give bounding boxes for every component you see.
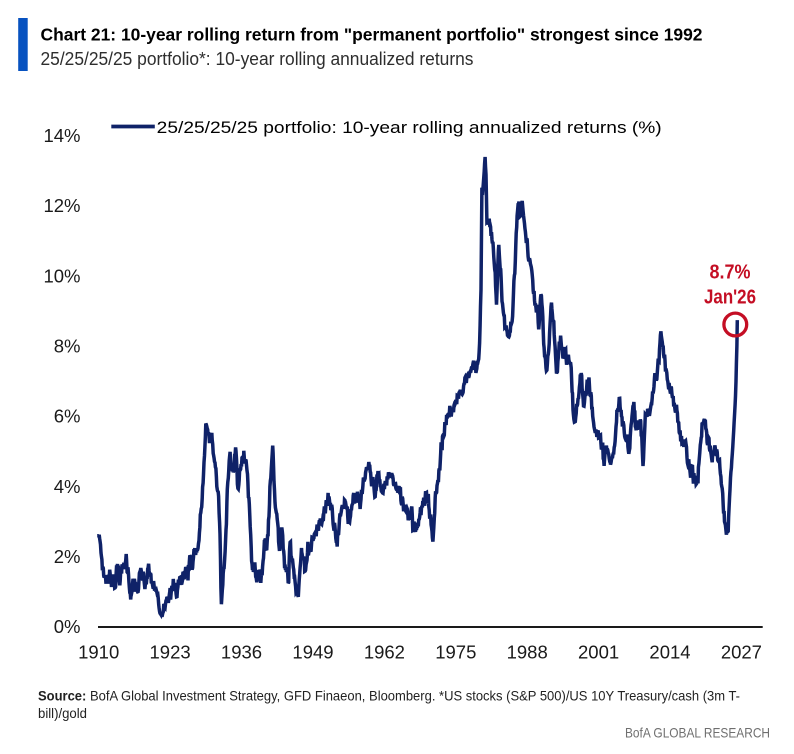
svg-text:2027: 2027 <box>721 642 762 663</box>
svg-text:1949: 1949 <box>292 642 333 663</box>
svg-text:bill)/gold: bill)/gold <box>38 706 87 721</box>
svg-text:8.7%: 8.7% <box>710 261 751 284</box>
svg-text:1988: 1988 <box>507 642 548 663</box>
svg-text:1923: 1923 <box>150 642 191 663</box>
svg-text:1936: 1936 <box>221 642 262 663</box>
svg-text:Jan'26: Jan'26 <box>704 286 756 309</box>
svg-text:BofA GLOBAL RESEARCH: BofA GLOBAL RESEARCH <box>625 726 770 741</box>
svg-text:2001: 2001 <box>578 642 619 663</box>
svg-text:0%: 0% <box>54 616 81 637</box>
svg-text:1962: 1962 <box>364 642 405 663</box>
svg-text:2%: 2% <box>54 546 81 567</box>
svg-text:10%: 10% <box>43 265 80 286</box>
svg-text:8%: 8% <box>54 335 81 356</box>
svg-text:14%: 14% <box>43 125 80 146</box>
svg-text:1975: 1975 <box>435 642 476 663</box>
svg-text:Source: BofA Global Investment: Source: BofA Global Investment Strategy,… <box>38 689 740 704</box>
svg-text:1910: 1910 <box>78 642 119 663</box>
svg-text:2014: 2014 <box>649 642 690 663</box>
svg-text:4%: 4% <box>54 476 81 497</box>
svg-text:12%: 12% <box>43 195 80 216</box>
svg-text:Chart 21: 10-year rolling retu: Chart 21: 10-year rolling return from "p… <box>41 25 703 45</box>
svg-text:25/25/25/25 portfolio: 10-year: 25/25/25/25 portfolio: 10-year rolling a… <box>157 118 662 137</box>
svg-text:25/25/25/25 portfolio*: 10-yea: 25/25/25/25 portfolio*: 10-year rolling … <box>41 48 474 69</box>
svg-text:6%: 6% <box>54 406 81 427</box>
